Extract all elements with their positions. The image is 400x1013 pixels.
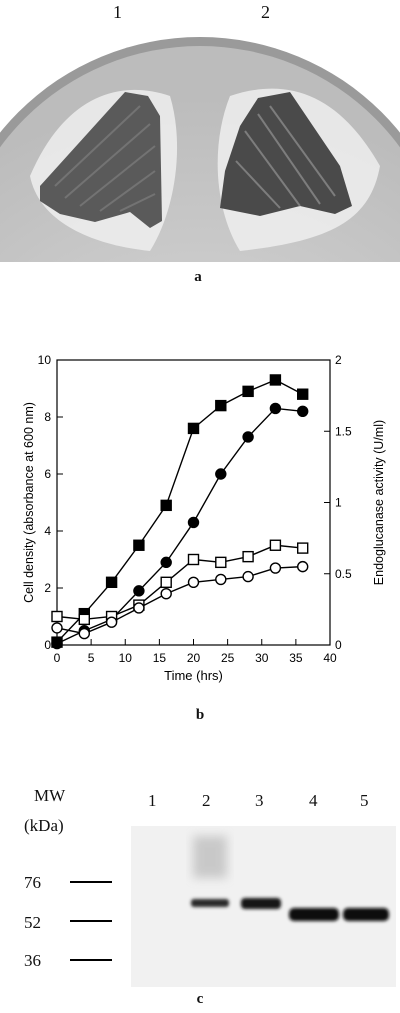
- marker-36-label: 36: [24, 951, 41, 970]
- series-4-point: [269, 562, 282, 574]
- series-3-point: [269, 539, 282, 551]
- left-tick-label: 6: [44, 467, 51, 481]
- marker-76-line: [70, 881, 112, 883]
- left-tick-label: 10: [38, 353, 52, 367]
- series-4-line: [56, 565, 303, 635]
- series-1-point: [187, 422, 200, 435]
- x-tick-label: 0: [54, 651, 61, 665]
- right-axis-title: Endoglucanase activity (U/ml): [372, 420, 386, 585]
- lane-3-band: [241, 898, 281, 909]
- left-tick-label: 0: [44, 638, 51, 652]
- right-tick-label: 2: [335, 353, 342, 367]
- x-tick-label: 40: [323, 651, 337, 665]
- series-group: [51, 374, 309, 650]
- x-tick-label: 10: [119, 651, 133, 665]
- panel-b-label: b: [195, 707, 205, 723]
- left-axis-ticks: 0 2 4 6 8 10: [38, 353, 63, 652]
- series-2-point: [269, 402, 282, 415]
- left-tick-label: 2: [44, 581, 51, 595]
- series-3-point: [215, 556, 227, 569]
- series-2-point: [187, 516, 200, 529]
- series-4-point: [51, 622, 63, 634]
- series-3-line: [56, 544, 303, 621]
- series-4-point: [105, 616, 118, 628]
- series-3-point: [187, 553, 200, 566]
- x-tick-label: 35: [289, 651, 303, 665]
- series-4-point: [297, 560, 309, 573]
- right-tick-label: 1: [335, 496, 342, 510]
- lane-4-band: [289, 908, 339, 921]
- plate-number-1: 1: [113, 2, 122, 22]
- plot-frame: [56, 359, 331, 646]
- left-tick-label: 4: [44, 524, 51, 538]
- panel-c-label: c: [196, 991, 204, 1007]
- series-1-point: [269, 374, 282, 386]
- x-axis-title: Time (hrs): [164, 668, 223, 683]
- series-1-point: [242, 385, 254, 398]
- lane-5-band: [343, 908, 389, 921]
- series-4-point: [133, 602, 145, 614]
- x-tick-label: 30: [255, 651, 269, 665]
- panel-a-label: a: [194, 269, 202, 285]
- marker-76-label: 76: [24, 873, 41, 892]
- lane-2-band: [191, 899, 229, 907]
- series-3-point: [160, 576, 172, 589]
- series-2-point: [297, 405, 309, 417]
- series-1-line: [56, 379, 304, 643]
- right-tick-label: 0: [335, 638, 342, 652]
- marker-36-line: [70, 959, 112, 961]
- marker-52-label: 52: [24, 913, 41, 932]
- series-1-point: [133, 539, 145, 551]
- series-4-point: [187, 576, 200, 589]
- right-axis-ticks: 0 0.5 1 1.5 2: [324, 353, 352, 652]
- x-axis-ticks: 0 5 10 15 20 25 30 35 40: [54, 639, 337, 665]
- left-axis-title: Cell density (absorbance at 600 nm): [22, 402, 36, 603]
- lane-2-smear: [193, 836, 227, 878]
- x-tick-label: 25: [221, 651, 235, 665]
- right-tick-label: 0.5: [335, 567, 352, 581]
- series-2-point: [242, 431, 254, 443]
- series-1-point: [105, 576, 118, 589]
- marker-52-line: [70, 920, 112, 922]
- series-2-point: [51, 637, 63, 650]
- plate-number-2: 2: [261, 2, 270, 22]
- lane-label-1: 1: [148, 791, 157, 810]
- series-1-point: [215, 399, 227, 412]
- left-tick-label: 8: [44, 410, 51, 424]
- series-1-point: [160, 499, 172, 512]
- series-2-point: [160, 556, 172, 569]
- series-1-point: [297, 388, 309, 400]
- kda-label: (kDa): [24, 816, 64, 835]
- series-3-point: [242, 550, 254, 563]
- right-tick-label: 1.5: [335, 424, 352, 438]
- x-tick-label: 20: [187, 651, 201, 665]
- series-4-point: [215, 573, 227, 586]
- x-tick-label: 5: [88, 651, 95, 665]
- series-3-point: [297, 542, 309, 554]
- growth-chart: 0 2 4 6 8 10 0 0.5 1 1.5 2 0 5 10 15 20 25 30 35 40 Time …: [22, 353, 386, 683]
- series-4-point: [78, 627, 91, 640]
- series-4-point: [242, 570, 254, 583]
- mw-label: MW: [34, 786, 66, 805]
- series-3-point: [51, 610, 63, 623]
- series-2-point: [133, 585, 145, 597]
- lane-label-4: 4: [309, 791, 318, 810]
- petri-dish-image: [0, 37, 400, 262]
- series-4-point: [160, 587, 172, 600]
- series-2-line: [56, 407, 303, 645]
- lane-label-3: 3: [255, 791, 264, 810]
- lane-label-5: 5: [360, 791, 369, 810]
- series-2-point: [215, 468, 227, 480]
- series-3-point: [78, 613, 91, 626]
- lane-label-2: 2: [202, 791, 211, 810]
- x-tick-label: 15: [153, 651, 167, 665]
- blot-membrane: [131, 826, 396, 987]
